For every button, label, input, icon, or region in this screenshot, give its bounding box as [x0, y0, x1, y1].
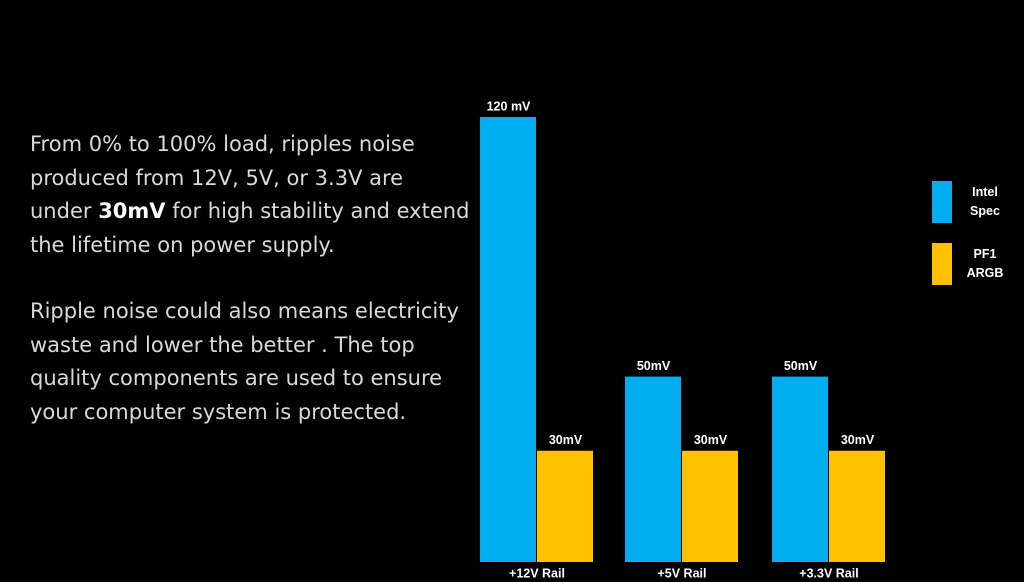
bar — [537, 450, 593, 562]
paragraph: Ripple noise could also means electricit… — [30, 295, 470, 429]
legend-label: Intel Spec — [970, 185, 1000, 218]
bar — [772, 376, 828, 562]
bar — [480, 117, 536, 562]
value-label: 50mV — [637, 359, 671, 373]
legend-swatch — [932, 181, 952, 223]
value-label: 120 mV — [487, 99, 531, 113]
value-label: 50mV — [784, 359, 818, 373]
bar — [625, 376, 681, 562]
value-label: 30mV — [549, 433, 583, 447]
text-run: From 0% to 100% load, ripples noise prod… — [30, 132, 415, 223]
description: From 0% to 100% load, ripples noise prod… — [30, 128, 470, 462]
value-label: 30mV — [694, 433, 728, 447]
bar — [829, 450, 885, 562]
x-tick-label: +3.3V Rail — [799, 566, 858, 580]
legend-swatch — [932, 243, 952, 285]
bar — [682, 450, 738, 562]
x-tick-label: +5V Rail — [658, 566, 707, 580]
highlight: 30mV — [98, 199, 166, 223]
legend-label: PF1 ARGB — [966, 247, 1004, 280]
x-tick-label: +12V Rail — [509, 566, 565, 580]
text-run: Ripple noise could also means electricit… — [30, 299, 459, 424]
paragraph: From 0% to 100% load, ripples noise prod… — [30, 128, 470, 262]
text-run: for high stability and extend the lifeti… — [30, 199, 470, 257]
value-label: 30mV — [841, 433, 875, 447]
